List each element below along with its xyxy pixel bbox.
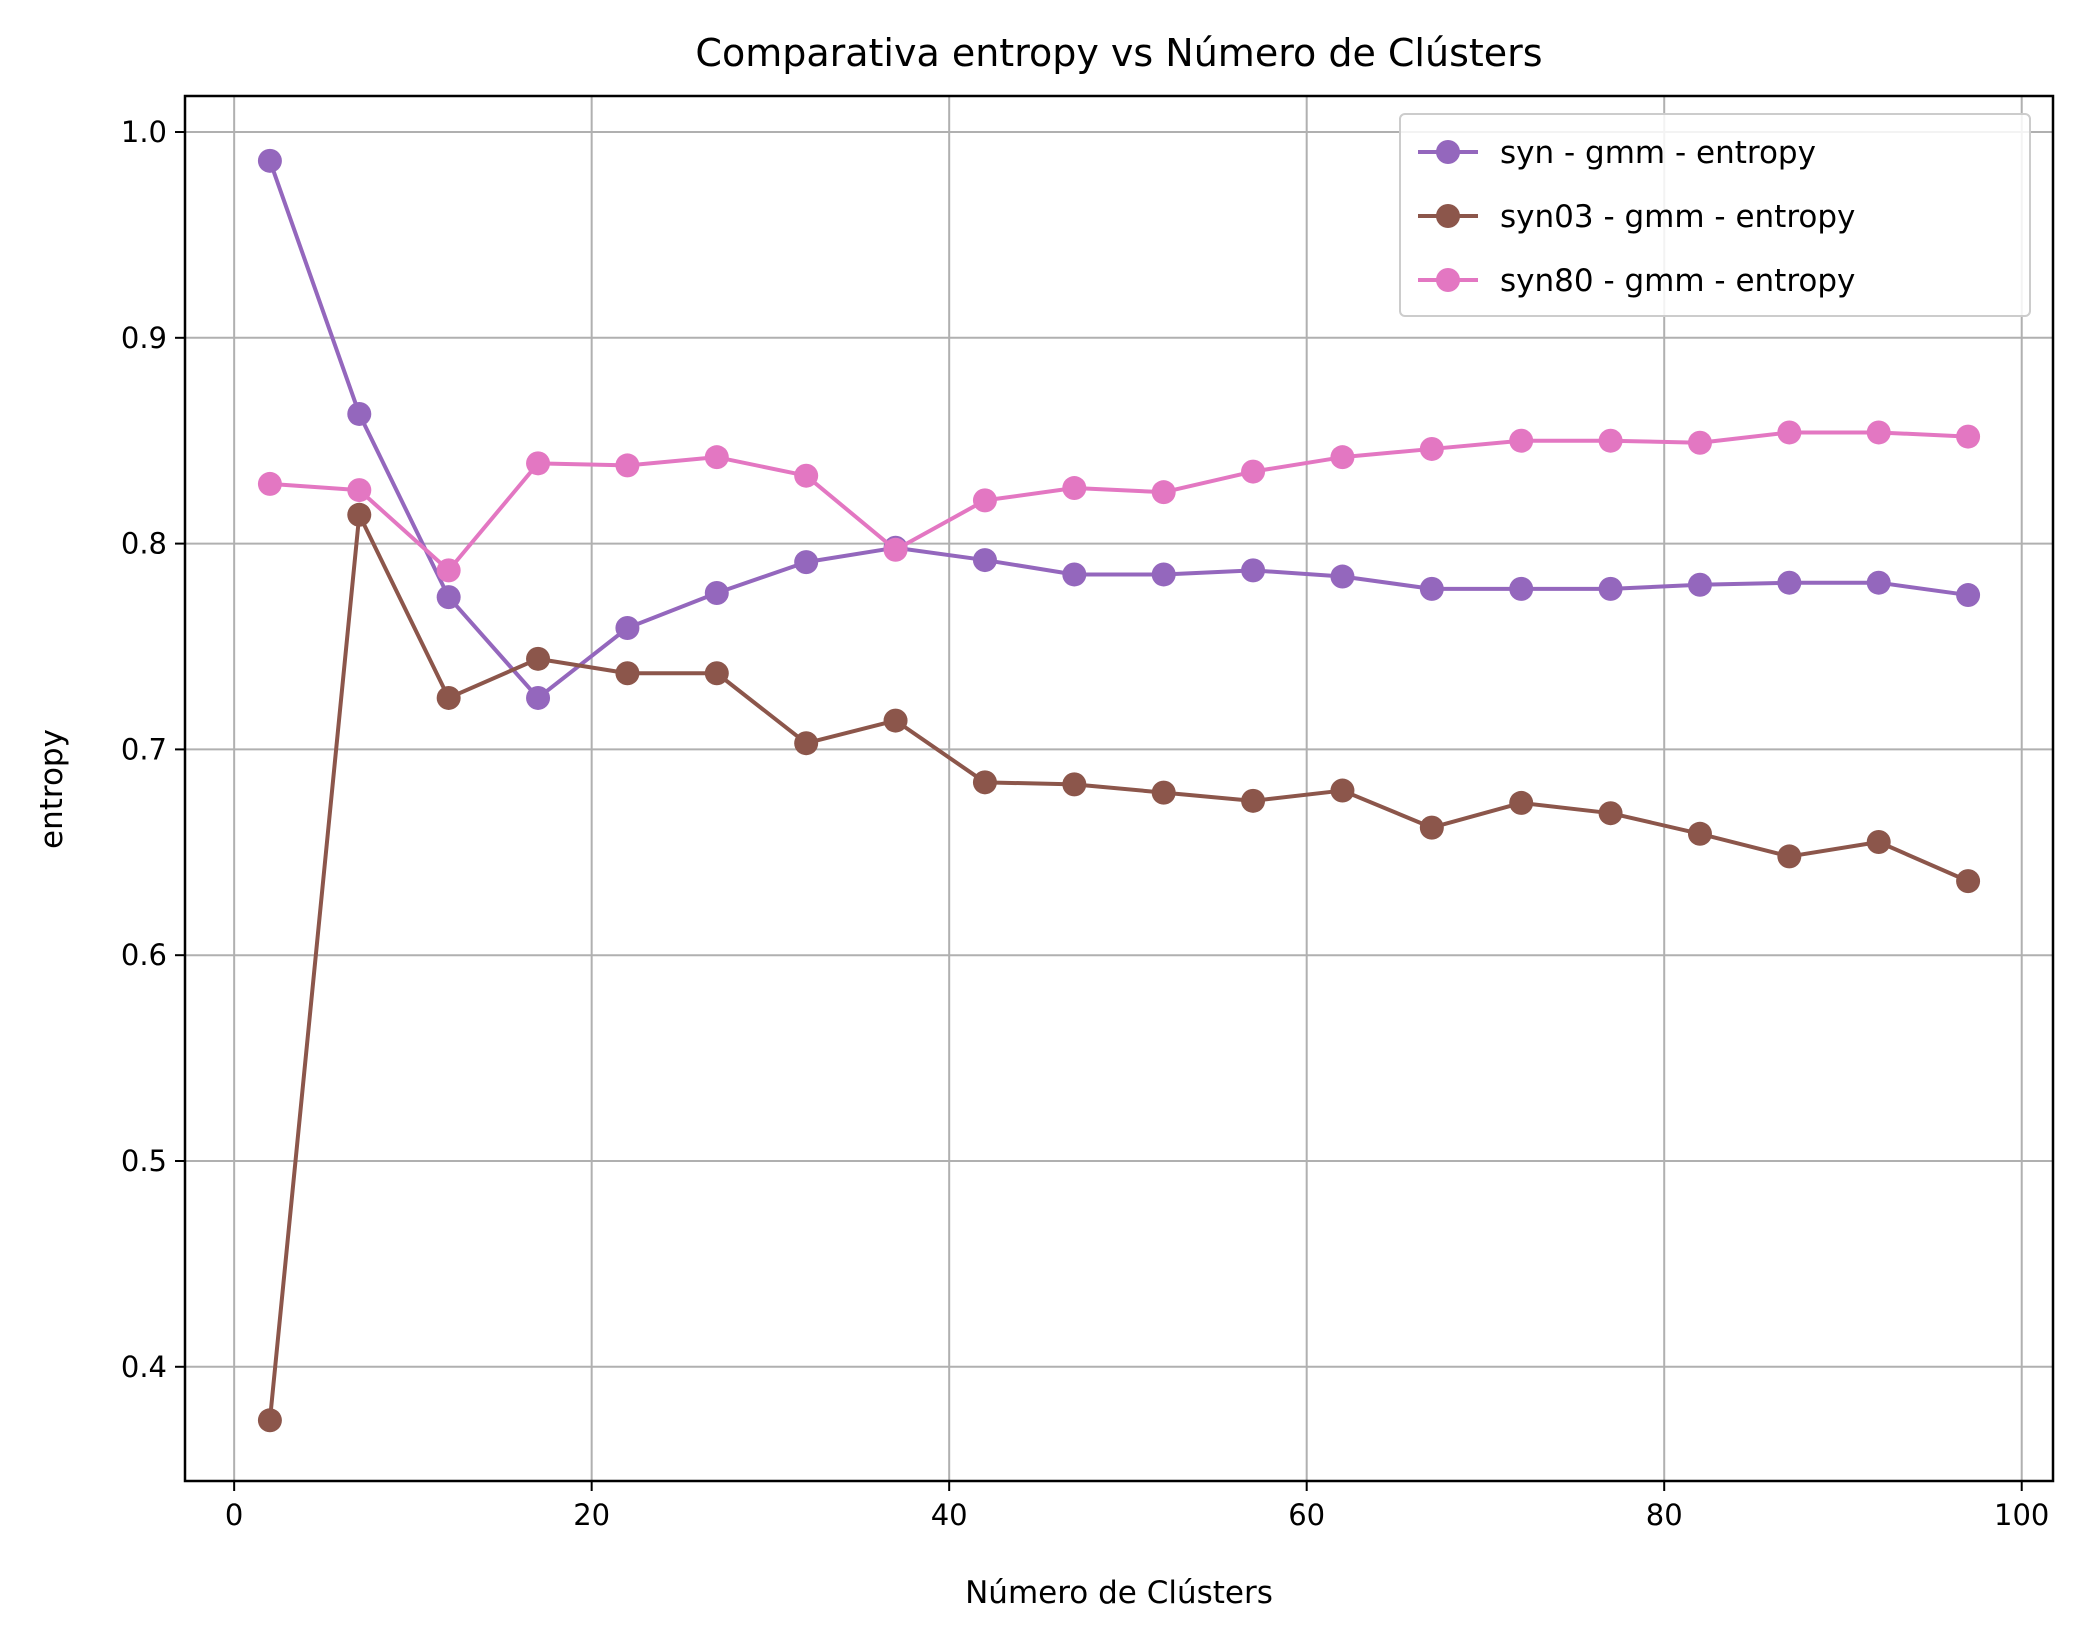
data-point <box>704 445 729 470</box>
data-point <box>1509 790 1534 815</box>
data-point <box>1866 420 1891 445</box>
x-tick-label: 20 <box>573 1498 610 1532</box>
data-point <box>1509 428 1534 453</box>
series-line <box>268 160 1969 700</box>
data-point <box>1687 821 1712 846</box>
data-point <box>526 646 551 671</box>
series-line <box>267 512 1969 1421</box>
data-point <box>1956 424 1981 449</box>
data-point <box>1866 570 1891 595</box>
data-point <box>972 770 997 795</box>
chart-title: Comparativa entropy vs Número de Clúster… <box>695 31 1542 75</box>
y-axis-label: entropy <box>34 729 70 849</box>
data-point <box>1330 778 1355 803</box>
legend-swatch-marker <box>1436 268 1460 292</box>
legend-entry: syn - gmm - entropy <box>1418 135 1816 171</box>
data-point <box>615 615 640 640</box>
data-point <box>1687 430 1712 455</box>
data-point <box>347 502 372 527</box>
series-2 <box>257 502 1981 1433</box>
data-point <box>1062 772 1087 797</box>
data-point <box>1598 428 1623 453</box>
y-tick-label: 1.0 <box>121 115 167 149</box>
data-point <box>794 550 819 575</box>
data-point <box>526 451 551 476</box>
data-point <box>436 685 461 710</box>
plot-frame <box>183 94 2055 1483</box>
series-layer <box>257 148 1981 1433</box>
data-point <box>1062 562 1087 587</box>
series-3 <box>257 420 1981 583</box>
data-point <box>1956 869 1981 894</box>
legend-swatch-marker <box>1436 204 1460 228</box>
data-point <box>1419 815 1444 840</box>
x-tick-label: 40 <box>931 1498 968 1532</box>
data-point <box>704 661 729 686</box>
data-point <box>794 731 819 756</box>
data-point <box>883 537 908 562</box>
y-tick-label: 0.8 <box>121 527 167 561</box>
data-point <box>1241 558 1266 583</box>
grid <box>185 96 2053 1481</box>
series-1 <box>257 148 1981 710</box>
data-point <box>1241 788 1266 813</box>
x-tick-label: 100 <box>1994 1498 2049 1532</box>
data-point <box>1151 480 1176 505</box>
y-tick-label: 0.4 <box>121 1350 167 1384</box>
data-point <box>1151 780 1176 805</box>
data-point <box>257 1408 282 1433</box>
legend-swatch-marker <box>1436 140 1460 164</box>
data-point <box>1866 830 1891 855</box>
data-point <box>1687 572 1712 597</box>
data-point <box>1509 576 1534 601</box>
data-point <box>704 580 729 605</box>
data-point <box>1330 445 1355 470</box>
data-point <box>1777 570 1802 595</box>
data-point <box>1241 459 1266 484</box>
data-point <box>1419 576 1444 601</box>
legend: syn - gmm - entropy syn03 - gmm - entropy… <box>1399 113 2031 317</box>
data-point <box>1956 583 1981 608</box>
data-point <box>1151 562 1176 587</box>
x-tick-label: 60 <box>1288 1498 1325 1532</box>
data-point <box>436 558 461 583</box>
data-point <box>972 488 997 513</box>
series-line <box>269 430 1969 573</box>
y-tick-label: 0.9 <box>121 321 167 355</box>
x-axis-label: Número de Clústers <box>965 1575 1273 1611</box>
data-point <box>794 463 819 488</box>
data-point <box>257 148 282 173</box>
legend-box <box>1399 113 2031 317</box>
data-point <box>257 471 282 496</box>
data-point <box>1598 801 1623 826</box>
data-point <box>1062 476 1087 501</box>
data-point <box>436 585 461 610</box>
data-point <box>1419 436 1444 461</box>
legend-label: syn80 - gmm - entropy <box>1500 263 1855 299</box>
legend-label: syn03 - gmm - entropy <box>1500 199 1855 235</box>
legend-label: syn - gmm - entropy <box>1500 135 1816 171</box>
legend-entry: syn80 - gmm - entropy <box>1418 263 1855 299</box>
data-point <box>972 548 997 573</box>
data-point <box>1330 564 1355 589</box>
data-point <box>347 478 372 503</box>
data-point <box>1598 576 1623 601</box>
x-tick-label: 0 <box>225 1498 243 1532</box>
legend-entry: syn03 - gmm - entropy <box>1418 199 1855 235</box>
y-tick-label: 0.7 <box>121 732 167 766</box>
data-point <box>883 708 908 733</box>
data-point <box>1777 844 1802 869</box>
y-tick-label: 0.6 <box>121 938 167 972</box>
y-tick-label: 0.5 <box>121 1144 167 1178</box>
data-point <box>526 685 551 710</box>
ticks: 0 20 40 60 80 100 0.4 0.5 0.6 0.7 0.8 0.9 1.0 <box>121 115 2050 1532</box>
x-tick-label: 80 <box>1646 1498 1683 1532</box>
data-point <box>1777 420 1802 445</box>
data-point <box>615 661 640 686</box>
data-point <box>615 453 640 478</box>
data-point <box>347 401 372 426</box>
